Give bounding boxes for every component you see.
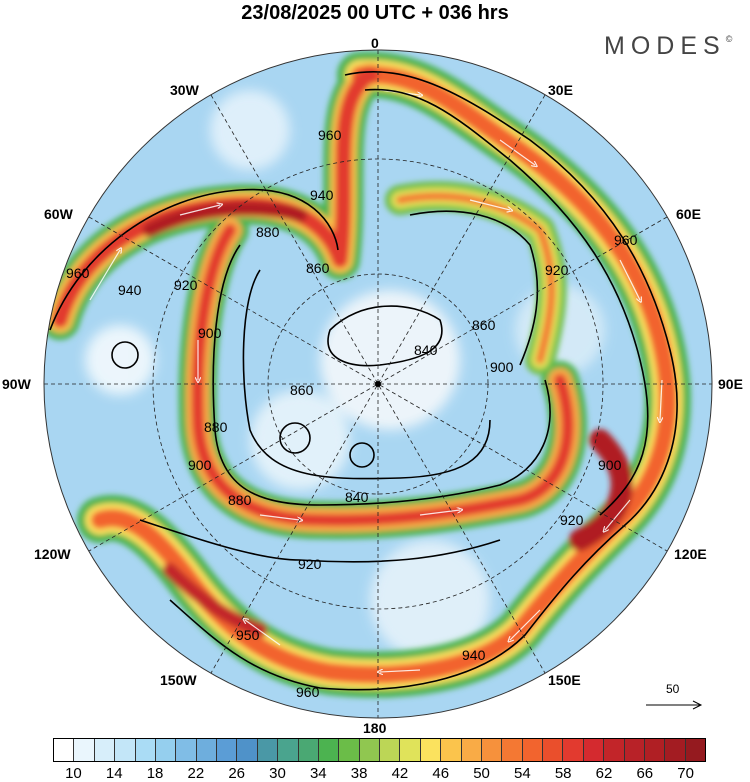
colorbar-tick-label: 66 <box>636 765 654 782</box>
svg-text:860: 860 <box>290 382 314 398</box>
logo-mark: © <box>725 34 733 44</box>
colorbar-tick-label: 22 <box>187 765 205 782</box>
colorbar-swatch <box>115 739 136 761</box>
colorbar-swatch <box>155 739 177 761</box>
colorbar-tick-label: 38 <box>350 765 368 782</box>
svg-text:880: 880 <box>256 224 280 240</box>
lon-label-90e: 90E <box>718 376 743 392</box>
colorbar-swatch <box>318 739 340 761</box>
svg-text:900: 900 <box>598 457 622 473</box>
colorbar-swatch <box>135 739 156 761</box>
colorbar-tick-label: 14 <box>105 765 123 782</box>
lon-label-150w: 150W <box>160 672 197 688</box>
colorbar-swatch <box>583 739 605 761</box>
colorbar-swatch <box>502 739 523 761</box>
colorbar-tick-label: 54 <box>514 765 531 782</box>
colorbar-tick-label: 46 <box>432 765 450 782</box>
wind-vectors <box>89 89 662 672</box>
svg-text:950: 950 <box>236 627 260 643</box>
colorbar-swatch <box>644 739 666 761</box>
colorbar-tick-label: 30 <box>269 765 286 782</box>
colorbar-tick-label: 18 <box>146 765 164 782</box>
colorbar-swatch <box>339 739 360 761</box>
colorbar-swatch <box>74 739 95 761</box>
colorbar-tick-label: 34 <box>309 765 327 782</box>
svg-text:940: 940 <box>118 282 142 298</box>
colorbar-swatch <box>420 739 442 761</box>
colorbar-swatch <box>522 739 543 761</box>
colorbar-tick-label: 62 <box>595 765 613 782</box>
svg-text:960: 960 <box>296 684 320 700</box>
colorbar-swatch <box>380 739 401 761</box>
colorbar-swatch <box>400 739 421 761</box>
wind-speed-field <box>44 50 712 718</box>
lon-label-120e: 120E <box>674 546 707 562</box>
colorbar <box>53 738 706 762</box>
colorbar-swatch <box>461 739 482 761</box>
svg-text:840: 840 <box>345 489 369 505</box>
svg-text:900: 900 <box>490 359 514 375</box>
colorbar-tick-label: 50 <box>473 765 490 782</box>
lon-label-0: 0 <box>371 35 379 51</box>
height-contours <box>49 71 678 691</box>
svg-text:920: 920 <box>560 512 584 528</box>
logo-text: MODES <box>604 32 726 60</box>
colorbar-tick-label: 26 <box>228 765 245 782</box>
svg-text:920: 920 <box>174 277 198 293</box>
svg-text:940: 940 <box>310 187 334 203</box>
map-title: 23/08/2025 00 UTC + 036 hrs <box>241 2 509 24</box>
colorbar-tick-label: 10 <box>65 765 82 782</box>
svg-text:900: 900 <box>188 457 212 473</box>
lon-label-150e: 150E <box>548 672 581 688</box>
lon-label-180: 180 <box>363 720 387 736</box>
lon-label-30w: 30W <box>170 82 199 98</box>
colorbar-swatch <box>257 739 279 761</box>
svg-text:900: 900 <box>198 325 222 341</box>
colorbar-swatch <box>624 739 645 761</box>
vector-reference-label: 50 <box>666 682 680 696</box>
svg-text:960: 960 <box>614 232 638 248</box>
svg-text:960: 960 <box>66 265 90 281</box>
colorbar-swatch <box>54 739 75 761</box>
vector-reference-arrow <box>646 700 703 710</box>
lon-label-60e: 60E <box>676 206 701 222</box>
colorbar-swatch <box>665 739 686 761</box>
colorbar-swatch <box>217 739 238 761</box>
colorbar-swatch <box>481 739 503 761</box>
colorbar-swatch <box>278 739 299 761</box>
colorbar-swatch <box>237 739 258 761</box>
svg-text:880: 880 <box>228 492 252 508</box>
colorbar-tick-label: 70 <box>677 765 694 782</box>
colorbar-swatch <box>604 739 625 761</box>
svg-text:840: 840 <box>414 342 438 358</box>
colorbar-tick-label: 58 <box>554 765 572 782</box>
colorbar-swatch <box>441 739 462 761</box>
colorbar-swatch <box>176 739 197 761</box>
svg-text:960: 960 <box>318 127 342 143</box>
contour-labels: 960 940 880 860 920 900 840 860 880 900 … <box>66 127 638 700</box>
svg-text:920: 920 <box>545 262 569 278</box>
colorbar-swatch <box>563 739 584 761</box>
svg-text:860: 860 <box>472 317 496 333</box>
svg-text:920: 920 <box>298 556 322 572</box>
colorbar-swatch <box>298 739 319 761</box>
modes-logo: MODES© <box>604 32 732 61</box>
lon-label-60w: 60W <box>44 206 73 222</box>
svg-text:860: 860 <box>306 260 330 276</box>
lon-label-30e: 30E <box>548 82 573 98</box>
graticule <box>44 50 712 718</box>
lon-label-90w: 90W <box>2 376 31 392</box>
polar-map: 960 940 880 860 920 900 840 860 880 900 … <box>43 49 713 719</box>
colorbar-swatch <box>685 739 705 761</box>
colorbar-swatch <box>543 739 564 761</box>
colorbar-tick-label: 42 <box>391 765 409 782</box>
svg-text:880: 880 <box>204 419 228 435</box>
lon-label-120w: 120W <box>34 546 71 562</box>
svg-text:940: 940 <box>462 647 486 663</box>
colorbar-swatch <box>94 739 116 761</box>
colorbar-swatch <box>359 739 380 761</box>
colorbar-swatch <box>196 739 217 761</box>
